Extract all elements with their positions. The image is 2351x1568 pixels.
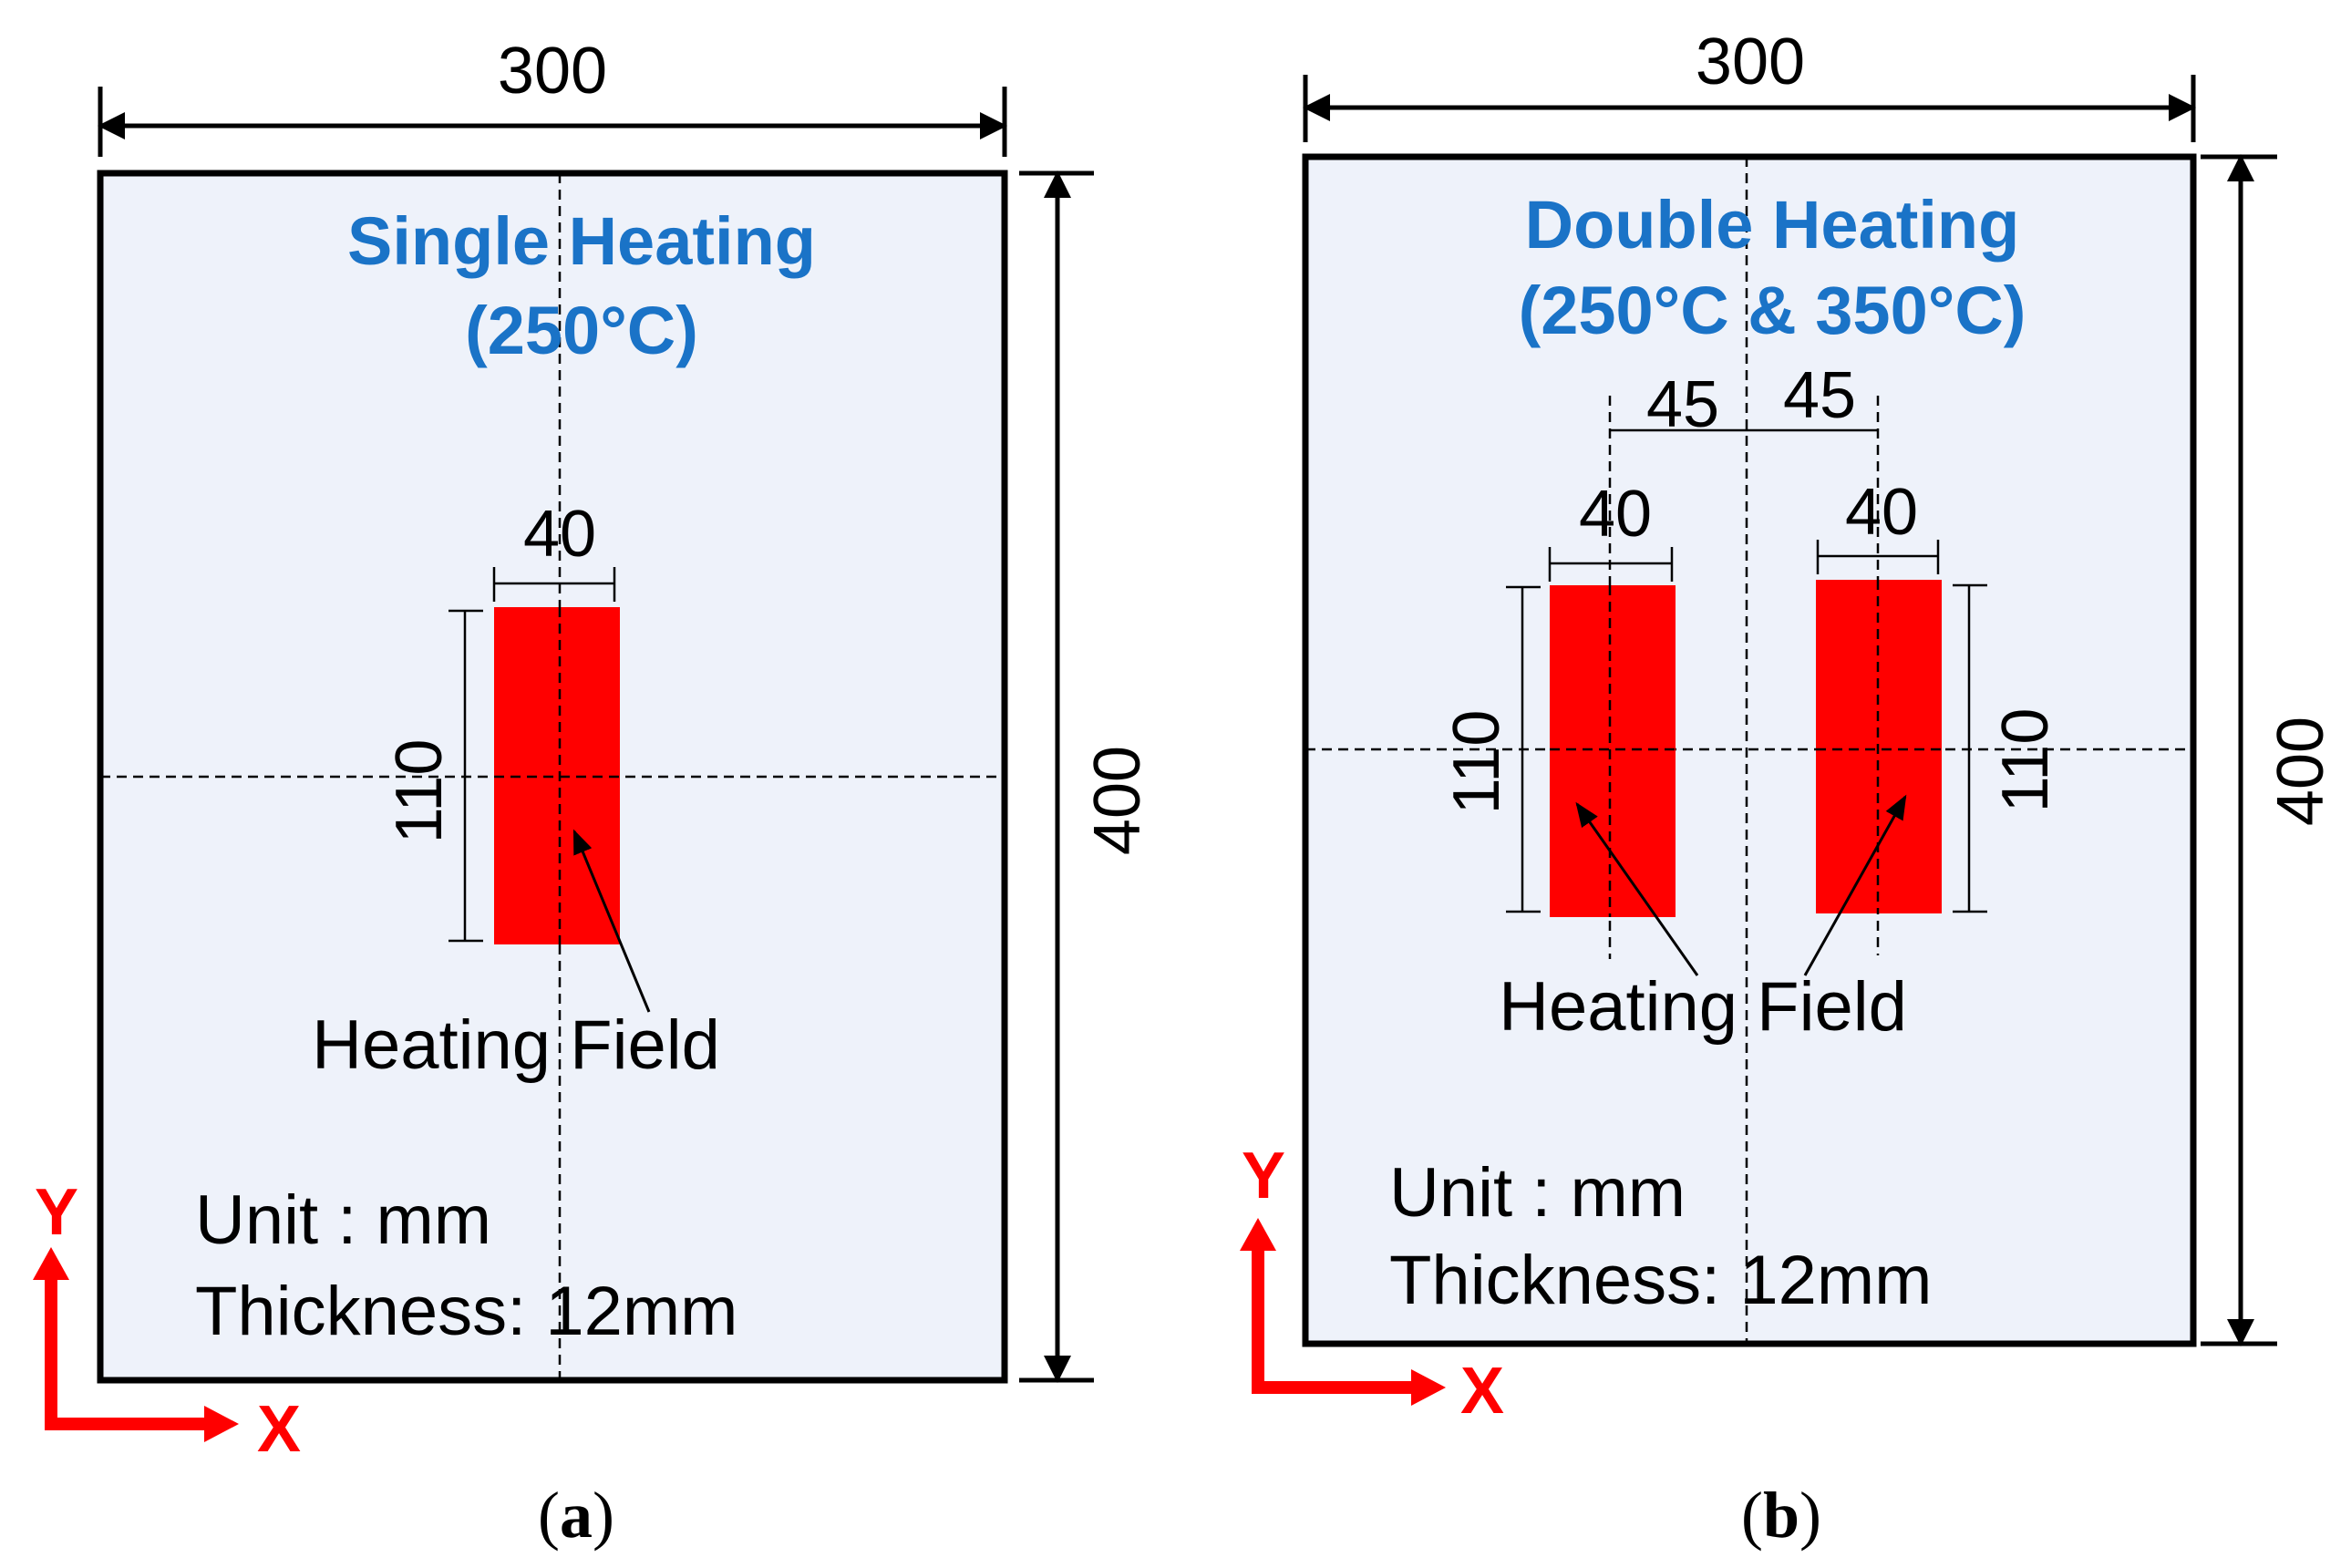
field-length-left-b: 110 (1440, 710, 1513, 815)
field-label-b: Heating Field (1499, 968, 1907, 1046)
leader-arrow-left-b (1575, 801, 1699, 976)
title-line2-b: (250°C & 350°C) (1519, 273, 2026, 348)
caption-b: (b) (1741, 1479, 1821, 1552)
panel-b: 300 400 Double Heating (250°C & 350°C) 4… (1240, 26, 2337, 1552)
title-line1-b: Double Heating (1525, 187, 2020, 263)
height-dim-b: 400 (2264, 717, 2337, 826)
leader-arrow-a (572, 829, 651, 1013)
axis-y-label-b: Y (1242, 1140, 1285, 1212)
unit-text-a: Unit : mm (195, 1181, 491, 1259)
leader-arrow-right-b (1803, 794, 1907, 976)
height-dim-a: 400 (1081, 746, 1154, 855)
field-width-right-b: 40 (1845, 476, 1918, 549)
title-line1-a: Single Heating (347, 203, 816, 279)
axis-y-label-a: Y (35, 1176, 78, 1249)
field-length-right-b: 110 (1989, 708, 2062, 813)
thickness-text-a: Thickness: 12mm (195, 1273, 738, 1350)
field-label-a: Heating Field (312, 1006, 720, 1084)
field-width-left-b: 40 (1579, 478, 1652, 551)
width-dim-b: 300 (1696, 26, 1805, 98)
panel-a: 300 400 Single Heating (250°C) 40 110 He… (33, 35, 1154, 1552)
spacing-right-b: 45 (1783, 359, 1856, 432)
unit-text-b: Unit : mm (1389, 1154, 1686, 1232)
heating-field-left-b (1550, 585, 1676, 917)
axes-a: Y X (33, 1176, 301, 1466)
title-line2-a: (250°C) (465, 293, 698, 368)
axis-x-label-b: X (1460, 1355, 1504, 1428)
caption-a: (a) (538, 1479, 614, 1552)
field-length-a: 110 (383, 739, 456, 844)
axis-x-label-a: X (257, 1393, 301, 1466)
axes-b: Y X (1240, 1140, 1504, 1428)
field-width-a: 40 (523, 498, 596, 571)
thickness-text-b: Thickness: 12mm (1389, 1242, 1933, 1319)
width-dim-a: 300 (498, 35, 607, 108)
spacing-left-b: 45 (1646, 368, 1719, 441)
